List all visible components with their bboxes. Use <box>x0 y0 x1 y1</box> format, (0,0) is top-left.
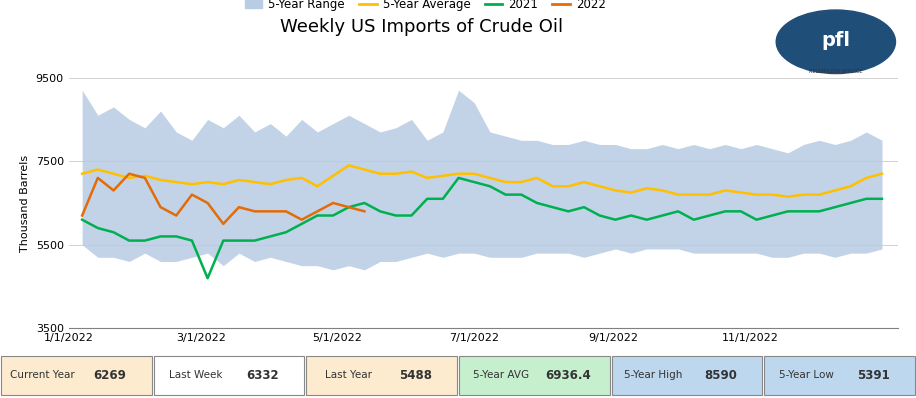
Text: pfl: pfl <box>822 31 850 50</box>
FancyBboxPatch shape <box>306 356 457 395</box>
Text: 8590: 8590 <box>704 369 737 382</box>
FancyBboxPatch shape <box>459 356 610 395</box>
Text: 6936.4: 6936.4 <box>545 369 591 382</box>
Text: 5-Year AVG: 5-Year AVG <box>473 370 529 380</box>
FancyBboxPatch shape <box>1 356 152 395</box>
Text: 6269: 6269 <box>93 369 126 382</box>
Text: 5-Year High: 5-Year High <box>624 370 682 380</box>
FancyBboxPatch shape <box>612 356 762 395</box>
Text: Last Week: Last Week <box>169 370 223 380</box>
Text: RELENTLESS SERVICE: RELENTLESS SERVICE <box>809 68 863 74</box>
Text: 5488: 5488 <box>398 369 431 382</box>
Text: Current Year: Current Year <box>10 370 75 380</box>
Y-axis label: Thousand Barrels: Thousand Barrels <box>20 154 30 252</box>
Circle shape <box>776 10 896 74</box>
Text: 5-Year Low: 5-Year Low <box>779 370 834 380</box>
Text: Last Year: Last Year <box>324 370 372 380</box>
Text: 6332: 6332 <box>246 369 278 382</box>
Legend: 5-Year Range, 5-Year Average, 2021, 2022: 5-Year Range, 5-Year Average, 2021, 2022 <box>240 0 610 16</box>
FancyBboxPatch shape <box>764 356 915 395</box>
Text: 5391: 5391 <box>856 369 889 382</box>
Text: Weekly US Imports of Crude Oil: Weekly US Imports of Crude Oil <box>279 18 563 36</box>
FancyBboxPatch shape <box>154 356 304 395</box>
